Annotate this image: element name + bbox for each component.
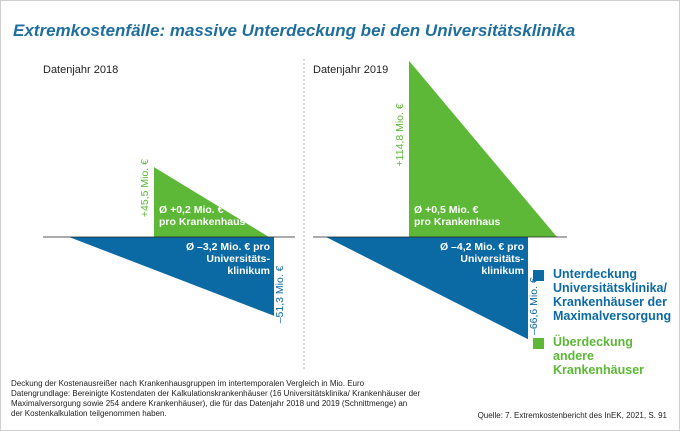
panel-0-deficit-triangle [69, 237, 274, 316]
legend-item-surplus: Überdeckung andere Krankenhäuser [533, 335, 678, 377]
panel-1-surplus-avg-line-0: Ø +0,5 Mio. € [414, 204, 479, 216]
panel-0-deficit-avg-line-0: Ø –3,2 Mio. € pro [186, 241, 270, 253]
chart-title: Extremkostenfälle: massive Unterdeckung … [13, 21, 576, 40]
panel-1-deficit-triangle [326, 237, 528, 340]
legend-item-deficit: Unterdeckung Universitätsklinika/ Kranke… [533, 267, 678, 323]
panel-1-year-label: Datenjahr 2019 [313, 64, 388, 76]
legend-label-deficit: Unterdeckung Universitätsklinika/ Kranke… [553, 267, 672, 323]
legend: Unterdeckung Universitätsklinika/ Kranke… [533, 267, 678, 389]
legend-swatch-deficit [533, 270, 544, 281]
panel-0-surplus-triangle [154, 167, 269, 237]
panel-1-deficit-avg-line-0: Ø –4,2 Mio. € pro [440, 241, 524, 253]
panel-1-deficit-value-label: –66,6 Mio. € [528, 277, 540, 335]
panel-1-surplus-triangle [409, 60, 557, 238]
panel-1-deficit-avg-line-1: Universitäts- [460, 253, 524, 265]
source-note: Quelle: 7. Extremkostenbericht des InEK,… [477, 411, 667, 420]
methodology-note: Deckung der Kostenausreißer nach Kranken… [11, 379, 421, 418]
panel-0-deficit-avg-line-1: Universitäts- [206, 253, 270, 265]
panel-1-deficit-avg-line-2: klinikum [481, 265, 524, 277]
panel-0-deficit-avg-line-2: klinikum [227, 265, 270, 277]
legend-label-surplus: Überdeckung andere Krankenhäuser [553, 335, 645, 377]
panel-0-deficit-value-label: –51,3 Mio. € [274, 265, 286, 323]
panel-0-surplus-value-label: +45,5 Mio. € [139, 159, 151, 217]
panel-0-year-label: Datenjahr 2018 [43, 64, 118, 76]
panel-1-surplus-avg-line-1: pro Krankenhaus [414, 216, 501, 228]
panel-1-surplus-value-label: +114,8 Mio. € [394, 103, 406, 166]
panel-0-surplus-avg-line-1: pro Krankenhaus [159, 216, 246, 228]
legend-swatch-surplus [533, 338, 544, 349]
panel-0-surplus-avg-line-0: Ø +0,2 Mio. € [159, 204, 224, 216]
